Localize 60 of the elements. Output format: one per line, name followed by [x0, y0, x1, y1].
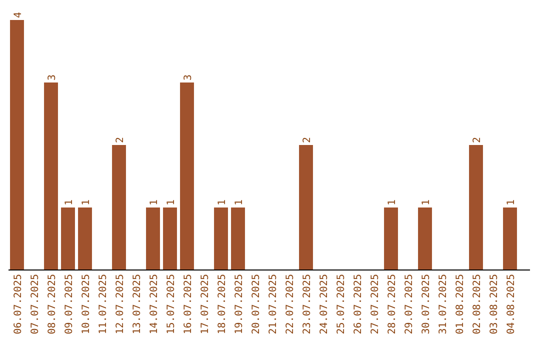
x-tick-label: 31.07.2025 — [438, 274, 449, 334]
data-label: 1 — [166, 199, 177, 206]
bar — [299, 145, 313, 270]
x-tick-label: 18.07.2025 — [217, 274, 228, 334]
data-label: 1 — [149, 199, 160, 206]
x-tick-label: 16.07.2025 — [183, 274, 194, 334]
x-tick-label: 17.07.2025 — [200, 274, 211, 334]
data-label: 1 — [81, 199, 92, 206]
x-tick-label: 10.07.2025 — [81, 274, 92, 334]
x-tick-label: 08.07.2025 — [47, 274, 58, 334]
data-label: 1 — [64, 199, 75, 206]
bar — [146, 208, 160, 270]
bar — [469, 145, 483, 270]
x-tick-label: 14.07.2025 — [149, 274, 160, 334]
data-label: 4 — [13, 12, 24, 18]
data-label: 3 — [183, 74, 194, 80]
bar — [112, 145, 126, 270]
bar — [163, 208, 177, 270]
x-tick-label: 07.07.2025 — [30, 274, 41, 334]
bar — [61, 208, 75, 270]
x-tick-label: 26.07.2025 — [353, 274, 364, 334]
x-tick-label: 15.07.2025 — [166, 274, 177, 334]
x-tick-label: 04.08.2025 — [506, 274, 517, 334]
data-label: 2 — [115, 136, 126, 143]
x-tick-label: 01.08.2025 — [455, 274, 466, 334]
x-tick-label: 25.07.2025 — [336, 274, 347, 334]
x-tick-label: 11.07.2025 — [98, 274, 109, 334]
x-tick-label: 02.08.2025 — [472, 274, 483, 334]
data-label: 1 — [234, 199, 245, 206]
bar — [10, 20, 24, 270]
x-tick-label: 23.07.2025 — [302, 274, 313, 334]
x-tick-label: 27.07.2025 — [370, 274, 381, 334]
x-tick-label: 29.07.2025 — [404, 274, 415, 334]
data-label: 2 — [472, 136, 483, 143]
x-tick-label: 28.07.2025 — [387, 274, 398, 334]
bar — [180, 82, 194, 270]
data-label: 1 — [506, 199, 517, 206]
data-label: 1 — [387, 199, 398, 206]
bar — [214, 208, 228, 270]
bar — [418, 208, 432, 270]
x-tick-label: 22.07.2025 — [285, 274, 296, 334]
x-tick-label: 19.07.2025 — [234, 274, 245, 334]
bar — [503, 208, 517, 270]
x-tick-label: 06.07.2025 — [13, 274, 24, 334]
x-tick-label: 03.08.2025 — [489, 274, 500, 334]
x-tick-label: 13.07.2025 — [132, 274, 143, 334]
x-tick-label: 21.07.2025 — [268, 274, 279, 334]
x-tick-label: 09.07.2025 — [64, 274, 75, 334]
data-label: 1 — [421, 199, 432, 206]
x-tick-label: 24.07.2025 — [319, 274, 330, 334]
bar — [44, 82, 58, 270]
bar — [231, 208, 245, 270]
data-label: 2 — [302, 136, 313, 143]
bar — [384, 208, 398, 270]
x-tick-label: 12.07.2025 — [115, 274, 126, 334]
bar — [78, 208, 92, 270]
data-label: 1 — [217, 199, 228, 206]
x-tick-label: 30.07.2025 — [421, 274, 432, 334]
data-label: 3 — [47, 74, 58, 80]
x-tick-label: 20.07.2025 — [251, 274, 262, 334]
